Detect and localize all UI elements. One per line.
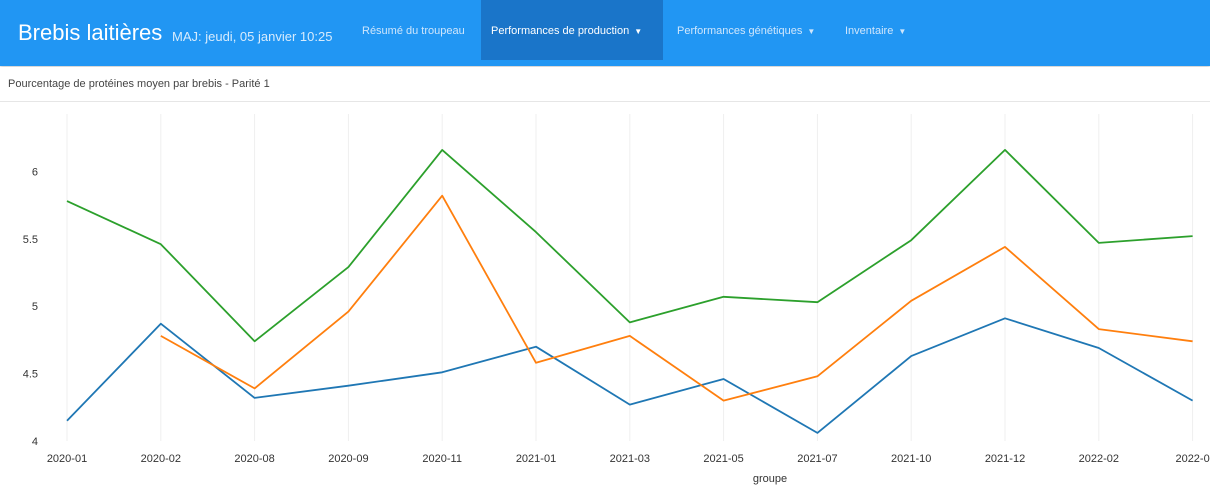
series-line	[66, 317, 1194, 434]
y-tick-label: 4.5	[23, 369, 38, 381]
x-tick-label: 2021-07	[797, 453, 837, 465]
y-tick-label: 6	[32, 166, 38, 178]
x-tick-label: 2021-10	[891, 453, 931, 465]
nav-resume-label: Résumé du troupeau	[362, 25, 465, 37]
x-tick-label: 2020-11	[422, 453, 462, 465]
grid-layer	[66, 114, 1194, 441]
y-tick-label: 5.5	[23, 234, 38, 246]
x-tick-label: 2020-01	[47, 453, 87, 465]
x-tick-label: 2020-08	[234, 453, 274, 465]
x-tick-label: 2022-02	[1079, 453, 1119, 465]
x-tick-label: 2020-09	[328, 453, 368, 465]
series-layer	[66, 149, 1194, 434]
y-axis: 4 4.5 5 5.5 6	[23, 166, 38, 448]
navbar: Brebis laitières MAJ: jeudi, 05 janvier …	[0, 0, 1210, 66]
chart-panel-header: Pourcentage de protéines moyen par brebi…	[0, 67, 1210, 102]
nav-resume-troupeau[interactable]: Résumé du troupeau	[352, 0, 484, 60]
series-line	[66, 149, 1193, 343]
line-chart: 44.555.56 2020-01 2020-02 2020-08 2020-09 20…	[23, 114, 1210, 485]
nav-performances-genetiques[interactable]: Performances génétiques ▼	[667, 0, 827, 60]
series-line	[160, 194, 1193, 402]
x-axis: 2020-01 2020-02 2020-08 2020-09 2020-11 2021-…	[47, 453, 1210, 465]
nav-performances-production[interactable]: Performances de production ▼	[481, 0, 663, 60]
x-tick-label: 2021-03	[610, 453, 650, 465]
app-title[interactable]: Brebis laitières	[18, 20, 163, 45]
nav-production-label: Performances de production	[491, 25, 630, 37]
caret-down-icon: ▼	[898, 27, 907, 36]
y-tick-label: 5	[32, 301, 38, 313]
x-axis-title: groupe	[753, 473, 787, 485]
nav-genetiques-label: Performances génétiques	[677, 25, 803, 37]
nav-inventaire[interactable]: Inventaire ▼	[835, 0, 925, 60]
chart-subtitle: Pourcentage de protéines moyen par brebi…	[8, 78, 270, 90]
last-updated-text: MAJ: jeudi, 05 janvier 10:25	[172, 29, 333, 44]
y-tick-label: 4	[32, 436, 38, 448]
caret-down-icon: ▼	[807, 27, 816, 36]
x-tick-label: 2021-01	[516, 453, 556, 465]
x-tick-label: 2020-02	[141, 453, 181, 465]
x-tick-label: 2021-05	[703, 453, 743, 465]
caret-down-icon: ▼	[634, 27, 643, 36]
x-tick-label: 2022-0	[1175, 453, 1209, 465]
x-tick-label: 2021-12	[985, 453, 1025, 465]
nav-inventaire-label: Inventaire	[845, 25, 894, 37]
